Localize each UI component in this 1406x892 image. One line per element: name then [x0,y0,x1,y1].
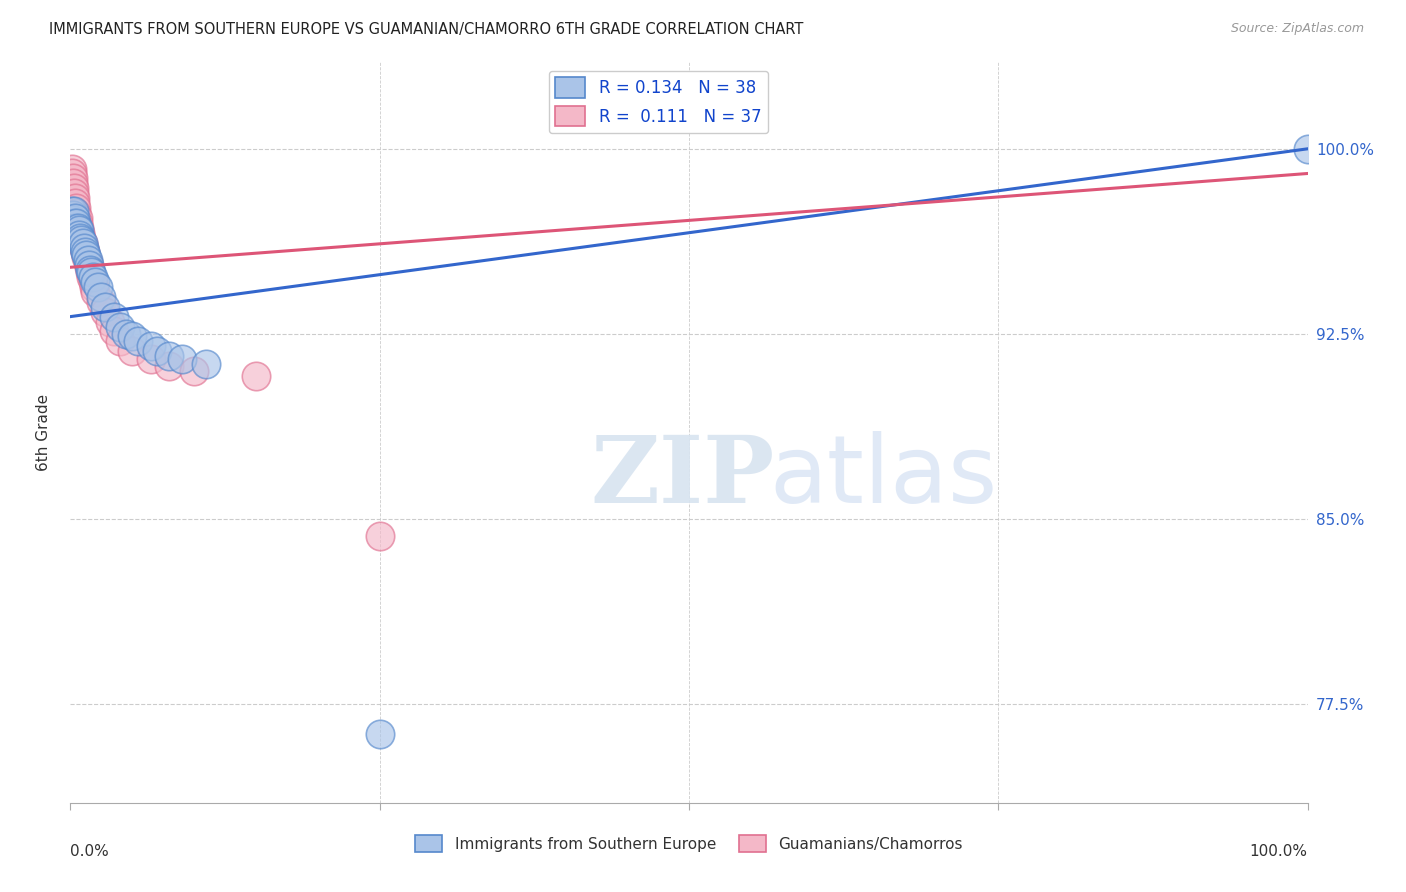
Point [67,220,90,235]
Point [77,260,100,275]
Point [62,177,84,191]
Point [67,228,90,243]
Point [90,290,112,304]
Point [66,220,89,235]
Point [368,529,391,543]
Point [94,304,117,318]
Point [75,248,97,262]
Point [60,161,83,176]
Point [76,255,98,269]
Point [139,339,162,353]
Point [157,359,180,373]
Legend: Immigrants from Southern Europe, Guamanians/Chamorros: Immigrants from Southern Europe, Guamani… [409,830,969,858]
Point [146,344,169,359]
Point [86,280,108,294]
Text: 6th Grade: 6th Grade [35,394,51,471]
Point [69,230,91,244]
Point [90,294,112,309]
Point [84,285,107,299]
Point [66,211,89,225]
Point [63,186,86,201]
Point [75,245,97,260]
Point [60,166,83,180]
Point [108,319,131,334]
Point [157,349,180,363]
Point [67,223,90,237]
Point [121,344,143,359]
Point [66,216,89,230]
Point [170,351,193,366]
Point [65,191,87,205]
Text: IMMIGRANTS FROM SOUTHERN EUROPE VS GUAMANIAN/CHAMORRO 6TH GRADE CORRELATION CHAR: IMMIGRANTS FROM SOUTHERN EUROPE VS GUAMA… [49,22,804,37]
Point [63,203,86,218]
Point [121,329,143,343]
Point [94,300,117,314]
Point [82,270,104,285]
Point [76,252,98,267]
Point [73,240,96,254]
Point [115,326,138,341]
Point [77,258,100,272]
Point [72,235,94,250]
Point [65,201,87,215]
Text: Source: ZipAtlas.com: Source: ZipAtlas.com [1230,22,1364,36]
Point [103,325,125,339]
Point [73,240,96,254]
Point [98,314,121,328]
Point [70,233,93,247]
Point [70,230,93,244]
Point [79,262,101,277]
Point [62,171,84,186]
Point [80,265,103,279]
Point [1296,142,1319,156]
Point [72,235,94,250]
Point [65,216,87,230]
Point [65,196,87,211]
Point [63,181,86,195]
Point [75,251,97,265]
Text: ZIP: ZIP [591,432,775,522]
Point [63,216,86,230]
Point [65,220,87,235]
Point [65,211,87,225]
Text: 100.0%: 100.0% [1250,844,1308,858]
Point [139,351,162,366]
Point [75,245,97,260]
Text: 0.0%: 0.0% [70,844,110,858]
Point [62,209,84,223]
Point [245,368,267,383]
Point [65,206,87,220]
Point [108,334,131,349]
Point [83,280,105,294]
Point [127,334,149,349]
Point [195,357,218,371]
Point [82,275,104,289]
Point [80,270,103,285]
Point [79,265,101,279]
Text: atlas: atlas [769,431,998,523]
Point [60,203,83,218]
Point [103,310,125,324]
Point [62,213,84,227]
Point [69,226,91,240]
Point [183,364,205,378]
Point [84,275,107,289]
Point [368,727,391,741]
